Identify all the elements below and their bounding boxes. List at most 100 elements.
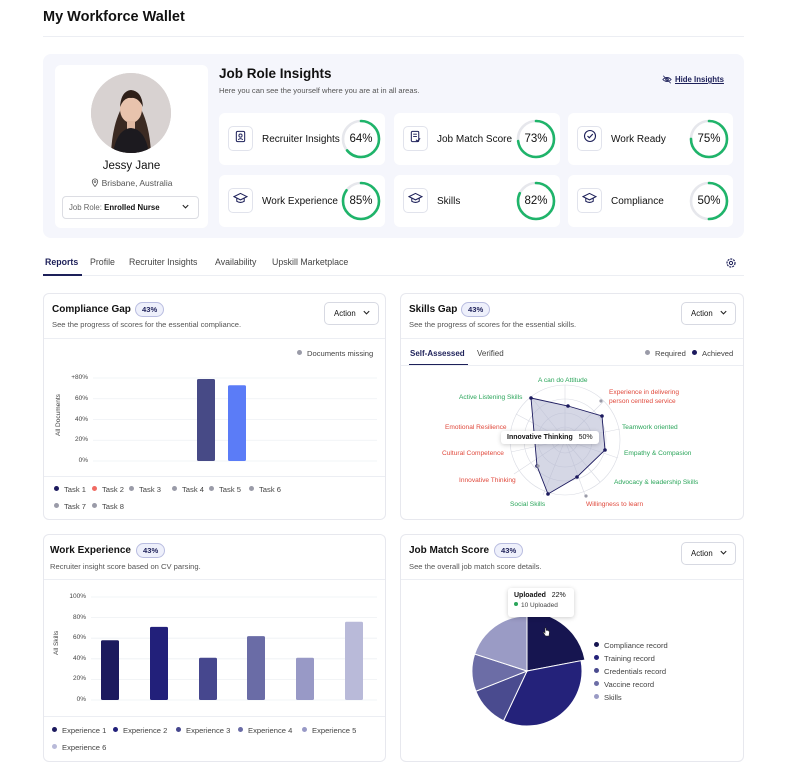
legend-dot: [52, 727, 57, 732]
metric-skills[interactable]: Skills 82%: [394, 175, 560, 227]
bar-task-1[interactable]: [197, 379, 215, 461]
achieved-point: [575, 475, 579, 479]
legend-achieved: Achieved: [692, 349, 733, 358]
legend-experience: Experience 6: [52, 743, 106, 752]
legend-task: Task 7: [54, 502, 86, 511]
legend-label: Experience 1: [62, 726, 107, 735]
work-experience-title: Work Experience: [50, 545, 131, 556]
job-match-action-button[interactable]: Action: [681, 542, 736, 565]
bar-experience-5[interactable]: [296, 657, 314, 700]
radar-tooltip: Innovative Thinking 50%: [501, 431, 599, 444]
legend-label: Task 4: [182, 485, 204, 494]
metric-progress-ring: [516, 119, 556, 159]
bar-experience-3[interactable]: [199, 657, 217, 700]
bar-experience-2[interactable]: [150, 626, 168, 700]
achieved-point: [546, 492, 550, 496]
legend-dot: [302, 727, 307, 732]
hide-insights-link[interactable]: Hide Insights: [662, 75, 724, 84]
tab-verified[interactable]: Verified: [477, 349, 504, 358]
metric-label: Work Ready: [611, 133, 666, 145]
y-tick: 40%: [74, 416, 88, 423]
legend-dot: [594, 694, 599, 699]
metric-value: 64%: [349, 133, 373, 145]
gear-icon[interactable]: [725, 256, 737, 274]
metric-value: 75%: [697, 133, 721, 145]
skills-gap-header-divider: [401, 338, 743, 339]
bar-experience-1[interactable]: [101, 640, 119, 700]
legend-experience: Experience 4: [238, 726, 292, 735]
pie-tooltip: Uploaded 22% 10 Uploaded: [508, 588, 574, 617]
bar-experience-4[interactable]: [247, 636, 265, 700]
skills-gap-card: [400, 293, 744, 520]
tab-reports[interactable]: Reports: [45, 257, 79, 267]
metric-progress-ring: [341, 119, 381, 159]
progress-arc: [341, 119, 381, 159]
hide-insights-label: Hide Insights: [675, 75, 724, 84]
job-role-value: Enrolled Nurse: [104, 203, 160, 212]
required-point: [584, 494, 588, 498]
metric-label: Work Experience: [262, 195, 338, 207]
tab-upskill-marketplace[interactable]: Upskill Marketplace: [272, 257, 349, 267]
compliance-title: Compliance Gap: [52, 304, 131, 315]
legend-label: Task 7: [64, 502, 86, 511]
metric-icon-box: [228, 188, 253, 213]
metric-work-experience[interactable]: Work Experience 85%: [219, 175, 385, 227]
legend-dot: [238, 727, 243, 732]
tab-recruiter-insights[interactable]: Recruiter Insights: [129, 257, 198, 267]
legend-dot: [54, 503, 59, 508]
legend-task: Task 8: [92, 502, 124, 511]
legend-record: Credentials record: [594, 667, 666, 676]
skills-gap-action-button[interactable]: Action: [681, 302, 736, 325]
metric-compliance[interactable]: Compliance 50%: [568, 175, 733, 227]
bar-task-2[interactable]: [228, 385, 246, 461]
required-point: [536, 464, 540, 468]
legend-dot: [594, 668, 599, 673]
id-badge-icon: [234, 130, 247, 148]
radar-label: Social Skills: [510, 501, 546, 508]
legend-label: Experience 6: [62, 743, 107, 752]
metric-recruiter-insights[interactable]: Recruiter Insights 64%: [219, 113, 385, 165]
metric-value: 85%: [349, 195, 373, 207]
legend-task: Task 4: [172, 485, 204, 494]
legend-record: Vaccine record: [594, 680, 654, 689]
metric-progress-ring: [516, 181, 556, 221]
legend-label: Compliance record: [604, 641, 668, 650]
achieved-point: [603, 448, 607, 452]
legend-label: Experience 5: [312, 726, 357, 735]
profile-name: Jessy Jane: [102, 160, 161, 172]
compliance-header-divider: [44, 338, 385, 339]
legend-required: Required: [645, 349, 686, 358]
legend-label: Experience 4: [248, 726, 293, 735]
tab-availability[interactable]: Availability: [215, 257, 257, 267]
legend-task: Task 3: [129, 485, 161, 494]
legend-label: Training record: [604, 654, 655, 663]
compliance-action-button[interactable]: Action: [324, 302, 379, 325]
graduation-cap-icon: [232, 192, 249, 210]
job-match-subtitle: See the overall job match score details.: [409, 562, 542, 571]
radar-label: Teamwork oriented: [622, 424, 678, 431]
action-label: Action: [334, 309, 356, 318]
pie-slice-training-record[interactable]: [502, 660, 583, 727]
job-match-header-divider: [401, 579, 743, 580]
legend-dot: [172, 486, 177, 491]
radar-label: Experience in delivering person centred …: [609, 389, 680, 405]
eye-off-icon: [662, 75, 672, 84]
radar-label: Innovative Thinking: [459, 477, 516, 484]
job-role-select[interactable]: Job Role: Enrolled Nurse: [62, 196, 199, 219]
legend-label: Task 6: [259, 485, 281, 494]
metric-value: 82%: [524, 195, 548, 207]
metric-label: Job Match Score: [437, 133, 513, 145]
metric-work-ready[interactable]: Work Ready 75%: [568, 113, 733, 165]
radar-label: Willingness to learn: [586, 501, 644, 508]
check-circle-icon: [583, 129, 597, 148]
action-label: Action: [691, 549, 713, 558]
skills-gap-title: Skills Gap: [409, 304, 458, 315]
metric-job-match-score[interactable]: Job Match Score 73%: [394, 113, 560, 165]
tab-profile[interactable]: Profile: [90, 257, 115, 267]
tab-self-assessed[interactable]: Self-Assessed: [410, 349, 465, 358]
legend-experience: Experience 2: [113, 726, 167, 735]
legend-label: Task 3: [139, 485, 161, 494]
achieved-point: [529, 396, 533, 400]
bar-experience-6[interactable]: [345, 621, 363, 700]
